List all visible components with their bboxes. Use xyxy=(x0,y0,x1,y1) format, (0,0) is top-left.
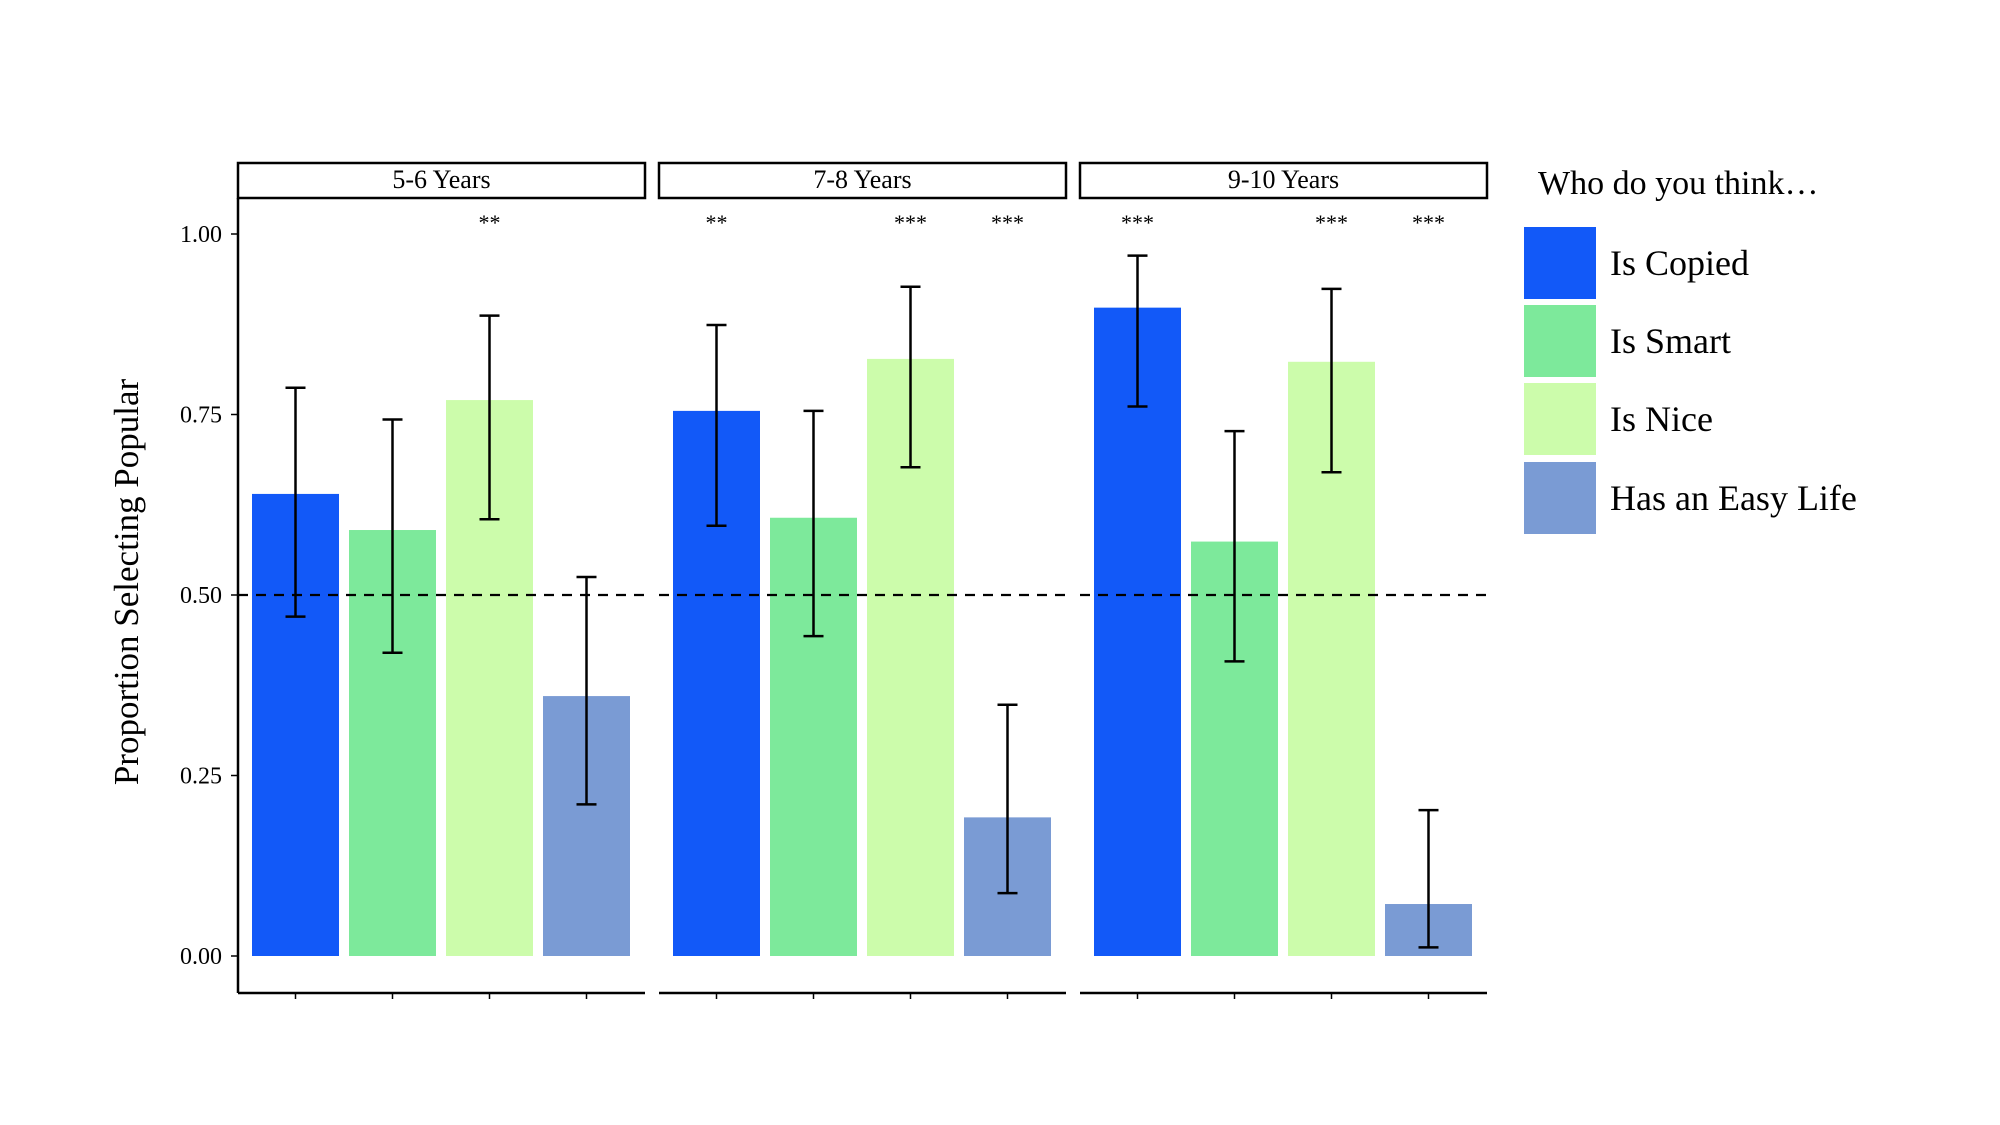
y-tick-label: 1.00 xyxy=(180,222,222,248)
legend-label: Has an Easy Life xyxy=(1610,478,1857,518)
facet-strip xyxy=(236,161,647,200)
significance-label: *** xyxy=(894,210,927,235)
significance-label: *** xyxy=(1121,210,1154,235)
legend-key-has-an-easy-life xyxy=(1524,462,1596,534)
legend-title: Who do you think… xyxy=(1538,165,1818,202)
significance-label: *** xyxy=(1315,210,1348,235)
panel-5-6-years: 5-6 Years ** xyxy=(236,161,647,999)
facet-strip xyxy=(1078,161,1489,200)
significance-label: ** xyxy=(479,210,501,235)
y-tick-label: 0.50 xyxy=(180,583,222,609)
legend-key-is-smart xyxy=(1524,305,1596,377)
panel-9-10-years: 9-10 Years *** *** *** xyxy=(1078,161,1489,999)
y-tick-label: 0.00 xyxy=(180,944,222,970)
y-axis-label: Proportion Selecting Popular xyxy=(107,378,146,785)
legend-label: Is Nice xyxy=(1610,399,1713,439)
panel-7-8-years: 7-8 Years** *** *** xyxy=(657,161,1068,999)
legend-label: Is Copied xyxy=(1610,243,1749,283)
y-tick-label: 0.25 xyxy=(180,764,222,790)
significance-label: ** xyxy=(706,210,728,235)
significance-label: *** xyxy=(1412,210,1445,235)
bar-is-copied xyxy=(1094,307,1181,956)
y-tick-label: 0.75 xyxy=(180,403,222,429)
legend-key-is-copied xyxy=(1524,227,1596,299)
facet-label: 9-10 Years xyxy=(1228,165,1339,194)
significance-label: *** xyxy=(991,210,1024,235)
facet-label: 7-8 Years xyxy=(813,165,911,194)
legend-key-is-nice xyxy=(1524,383,1596,455)
legend: Who do you think… Is Copied Is Smart Is Ni… xyxy=(1524,165,1857,534)
facet-label: 5-6 Years xyxy=(392,165,490,194)
legend-label: Is Smart xyxy=(1610,321,1731,361)
facet-strip xyxy=(657,161,1068,200)
